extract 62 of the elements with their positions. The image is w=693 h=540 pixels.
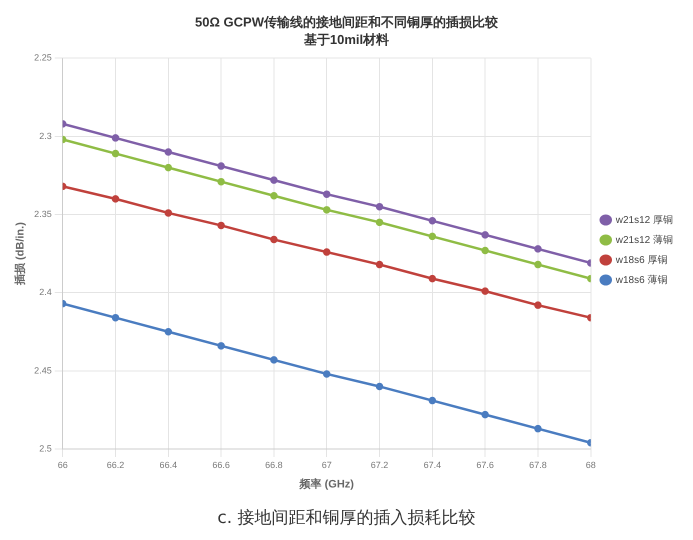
- y-tick-label: 2.4: [39, 287, 52, 298]
- text: c. 接地间距和铜厚的插入损耗比较: [216, 507, 477, 529]
- point: [112, 314, 120, 322]
- point: [481, 287, 489, 295]
- x-tick-label: 68: [586, 460, 596, 470]
- x-tick-label: 66.6: [212, 460, 230, 470]
- point: [322, 248, 330, 256]
- point: [164, 328, 172, 336]
- y-axis-title: 插损 (dB/in.): [14, 222, 27, 286]
- point: [481, 246, 489, 254]
- point: [428, 217, 436, 225]
- x-tick-label: 66.4: [160, 460, 178, 470]
- point: [481, 231, 489, 239]
- point: [428, 396, 436, 404]
- point: [534, 424, 542, 432]
- y-tick-label: 2.3: [39, 130, 52, 141]
- point: [376, 260, 384, 268]
- point: [270, 176, 278, 184]
- legend-label: w18s6 薄铜: [614, 274, 668, 286]
- legend-label: w21s12 厚铜: [614, 214, 674, 226]
- x-tick-label: 66.2: [106, 460, 124, 470]
- x-tick-label: 67.4: [424, 460, 442, 470]
- point: [217, 178, 225, 186]
- y-tick-label: 2.5: [39, 443, 52, 454]
- y-tick-label: 2.25: [34, 52, 52, 63]
- x-tick-label: 67.8: [529, 460, 547, 470]
- point: [376, 382, 384, 390]
- point: [428, 232, 436, 240]
- point: [270, 236, 278, 244]
- x-tick-label: 67.2: [370, 460, 388, 470]
- legend-label: w21s12 薄铜: [614, 234, 674, 246]
- point: [322, 370, 330, 378]
- point: [481, 410, 489, 418]
- point: [534, 260, 542, 268]
- legend-label: w18s6 厚铜: [614, 254, 668, 266]
- point: [322, 206, 330, 214]
- chart-title: 50Ω GCPW传输线的接地间距和不同铜厚的插损比较: [195, 14, 499, 30]
- point: [112, 134, 120, 142]
- x-tick-label: 66.8: [265, 460, 283, 470]
- point: [164, 164, 172, 172]
- x-axis-title: 频率 (GHz): [298, 477, 354, 490]
- x-tick-label: 67.6: [476, 460, 494, 470]
- point: [270, 356, 278, 364]
- point: [428, 274, 436, 282]
- point: [164, 148, 172, 156]
- point: [112, 150, 120, 158]
- point: [376, 202, 384, 210]
- y-tick-label: 2.45: [34, 365, 52, 376]
- chart-subtitle: 基于10mil材料: [302, 32, 390, 47]
- point: [217, 222, 225, 230]
- point: [217, 342, 225, 350]
- point: [534, 301, 542, 309]
- point: [270, 192, 278, 200]
- point: [534, 245, 542, 253]
- x-tick-label: 66: [58, 460, 68, 470]
- point: [322, 190, 330, 198]
- point: [112, 195, 120, 203]
- point: [217, 162, 225, 170]
- y-tick-label: 2.35: [34, 209, 52, 220]
- x-tick-label: 67: [322, 460, 332, 470]
- point: [376, 218, 384, 226]
- point: [164, 209, 172, 217]
